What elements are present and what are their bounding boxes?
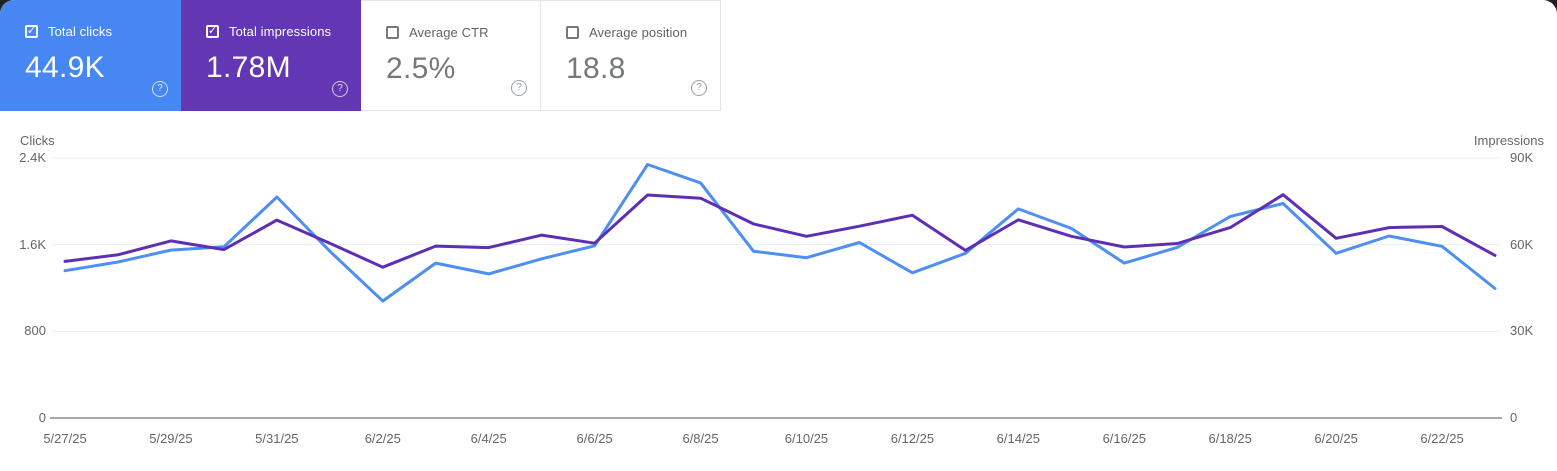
help-icon[interactable]: ? [691, 80, 707, 96]
impressions-axis-title: Impressions [1473, 133, 1544, 148]
help-icon[interactable]: ? [511, 80, 527, 96]
y-tick-label: 1.6K [19, 237, 46, 252]
help-icon[interactable]: ? [152, 81, 168, 97]
x-axis-label: 5/31/25 [255, 431, 299, 446]
x-axis-label: 6/16/25 [1102, 431, 1146, 446]
x-axis-label: 6/22/25 [1420, 431, 1464, 446]
x-axis-label: 6/10/25 [784, 431, 829, 446]
card-value: 2.5% [386, 52, 456, 85]
clicks-line[interactable] [63, 163, 1497, 303]
y-tick-label: 800 [24, 323, 46, 338]
check-icon: ✓ [26, 25, 37, 37]
x-axis-label: 5/29/25 [149, 431, 193, 446]
y-tick-label: 30K [1510, 323, 1534, 338]
card-value: 44.9K [25, 51, 105, 84]
performance-chart: Clicks Impressions 2.4K 1.6K 800 0 90K 6… [0, 125, 1557, 471]
y-tick-label: 2.4K [19, 150, 46, 165]
checkbox-unchecked-icon[interactable] [566, 26, 579, 39]
chart-plot [50, 157, 1502, 419]
x-axis-label: 6/8/25 [682, 431, 719, 446]
checkbox-unchecked-icon[interactable] [386, 26, 399, 39]
metric-cards: ✓ Total clicks 44.9K ? ✓ Total impressio… [0, 0, 721, 111]
x-axis-label: 6/2/25 [364, 431, 401, 446]
y-tick-label: 0 [38, 410, 46, 425]
impressions-line[interactable] [63, 193, 1497, 269]
y-tick-label: 60K [1510, 237, 1534, 252]
card-header: Average CTR [386, 25, 540, 40]
card-header: ✓ Total clicks [25, 24, 181, 39]
x-axis-label: 6/12/25 [890, 431, 935, 446]
card-header: Average position [566, 25, 720, 40]
card-value: 1.78M [206, 51, 291, 84]
card-label: Average CTR [409, 25, 489, 40]
y-tick-label: 90K [1510, 150, 1534, 165]
card-label: Total impressions [229, 24, 332, 39]
metric-card-total-clicks[interactable]: ✓ Total clicks 44.9K ? [0, 0, 181, 111]
card-label: Total clicks [48, 24, 113, 39]
x-axis-label: 6/18/25 [1208, 431, 1252, 446]
card-value: 18.8 [566, 52, 626, 85]
checkbox-checked-icon[interactable]: ✓ [206, 25, 219, 38]
card-header: ✓ Total impressions [206, 24, 361, 39]
x-axis-label: 6/6/25 [576, 431, 613, 446]
metric-card-total-impressions[interactable]: ✓ Total impressions 1.78M ? [181, 0, 361, 111]
x-axis-label: 6/14/25 [996, 431, 1041, 446]
x-axis-label: 6/20/25 [1314, 431, 1358, 446]
checkbox-checked-icon[interactable]: ✓ [25, 25, 38, 38]
metric-card-average-ctr[interactable]: Average CTR 2.5% ? [361, 0, 541, 111]
y-tick-label: 0 [1510, 410, 1518, 425]
metric-card-average-position[interactable]: Average position 18.8 ? [541, 0, 721, 111]
x-axis-label: 5/27/25 [43, 431, 87, 446]
clicks-axis-title: Clicks [20, 133, 55, 148]
x-axis-label: 6/4/25 [470, 431, 507, 446]
card-label: Average position [589, 25, 688, 40]
help-icon[interactable]: ? [332, 81, 348, 97]
check-icon: ✓ [207, 25, 218, 37]
